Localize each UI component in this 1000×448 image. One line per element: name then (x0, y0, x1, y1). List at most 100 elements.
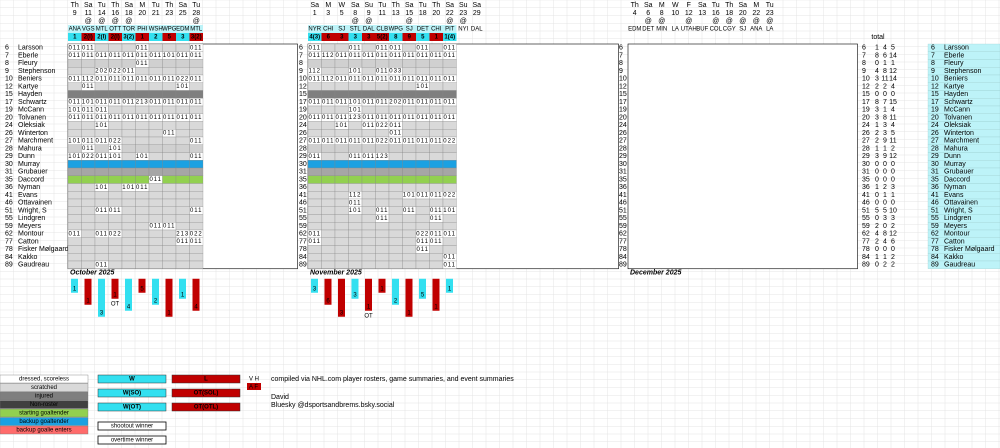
game-cell-text: 011 (122, 76, 135, 82)
result-bar (324, 278, 332, 305)
game-cell-text: 011 (362, 53, 375, 59)
game-cell (108, 198, 123, 207)
game-cell-text: 011 (349, 154, 362, 160)
game-cell (375, 144, 390, 153)
player-name: Kartye (944, 83, 964, 90)
game-cell (415, 253, 430, 262)
game-cell (429, 222, 444, 231)
game-cell (321, 82, 336, 91)
player-number: 84 (299, 254, 307, 261)
points: 4 (891, 122, 895, 129)
game-cell (321, 198, 336, 207)
game-cell-text: 022 (443, 193, 456, 199)
player-name: Kakko (18, 254, 38, 261)
game-cell-text: 011 (149, 224, 162, 230)
game-cell (402, 214, 417, 223)
result-margin: 4 (127, 304, 131, 310)
game-cell (108, 253, 123, 262)
result-margin: 3 (353, 292, 357, 298)
game-cell (175, 43, 190, 52)
game-cell-text: 011 (190, 115, 203, 121)
game-cell-text: 011 (308, 115, 321, 121)
game-cell (148, 160, 163, 169)
game-cell (148, 245, 163, 254)
game-cell (81, 260, 96, 269)
header-day: 13 (698, 10, 706, 17)
player-number: 35 (299, 176, 307, 183)
header-opp: UTAH (681, 27, 697, 33)
game-cell (67, 253, 82, 262)
name-cell (927, 59, 1000, 68)
header-dow: M (325, 2, 331, 9)
player-number: 29 (5, 153, 13, 160)
game-cell-text: 011 (430, 208, 443, 214)
game-cell (175, 183, 190, 192)
game-cell (307, 144, 322, 153)
header-dow: Th (725, 2, 733, 9)
player-number: 19 (931, 107, 939, 114)
result-margin: 1 (73, 286, 77, 292)
game-cell (442, 167, 457, 176)
game-cell-text: 011 (190, 138, 203, 144)
game-cell (429, 167, 444, 176)
game-cell (135, 222, 150, 231)
game-cell-text: 011 (95, 107, 108, 113)
game-cell (189, 121, 204, 130)
score: 9 (408, 35, 412, 41)
player-number: 19 (299, 107, 307, 114)
game-cell (108, 237, 123, 246)
game-cell (108, 260, 123, 269)
assists: 3 (883, 130, 887, 137)
player-number: 55 (862, 215, 870, 222)
game-cell (334, 82, 349, 91)
game-cell (94, 175, 109, 184)
result-bar (138, 278, 146, 293)
legend-label: dressed, scoreless (19, 377, 69, 383)
player-number: 62 (862, 231, 870, 238)
result-bar (378, 278, 386, 293)
game-cell (388, 175, 403, 184)
player-number: 12 (5, 83, 13, 90)
opp-cell (176, 25, 190, 33)
name-cell (927, 152, 1000, 161)
game-cell-text: 011 (122, 115, 135, 121)
result-swatch (171, 388, 241, 398)
game-cell-text: 101 (68, 138, 81, 144)
game-cell-text: 011 (109, 76, 122, 82)
game-cell (175, 160, 190, 169)
game-cell (148, 121, 163, 130)
player-number: 31 (931, 169, 939, 176)
player-number: 31 (862, 169, 870, 176)
game-cell (348, 245, 363, 254)
player-number: 8 (5, 60, 9, 67)
game-cell (162, 105, 177, 114)
player-name: Murray (18, 161, 40, 168)
player-number: 30 (5, 161, 13, 168)
game-cell-text: 011 (376, 115, 389, 121)
assists: 7 (883, 99, 887, 106)
player-number: 27 (5, 138, 13, 145)
game-cell (388, 245, 403, 254)
game-cell (189, 82, 204, 91)
game-cell-text: 101 (82, 100, 95, 106)
player-number: 9 (862, 68, 866, 75)
game-cell (402, 129, 417, 138)
score-cell (189, 33, 203, 41)
game-cell (388, 260, 403, 269)
header-day: 10 (671, 10, 679, 17)
game-cell (148, 67, 163, 76)
assists: 0 (883, 223, 887, 230)
header-day: 1 (313, 10, 317, 17)
game-cell-text: 011 (68, 115, 81, 121)
opp-cell (389, 25, 403, 33)
game-cell (402, 229, 417, 238)
game-cell (121, 260, 136, 269)
header-dow: W (338, 2, 345, 9)
game-cell (361, 198, 376, 207)
goals: 3 (875, 76, 879, 83)
game-cell (81, 183, 96, 192)
player-name: Mahura (18, 145, 42, 152)
assists: 4 (883, 45, 887, 52)
game-cell (375, 191, 390, 200)
header-opp: WPG (389, 27, 404, 33)
